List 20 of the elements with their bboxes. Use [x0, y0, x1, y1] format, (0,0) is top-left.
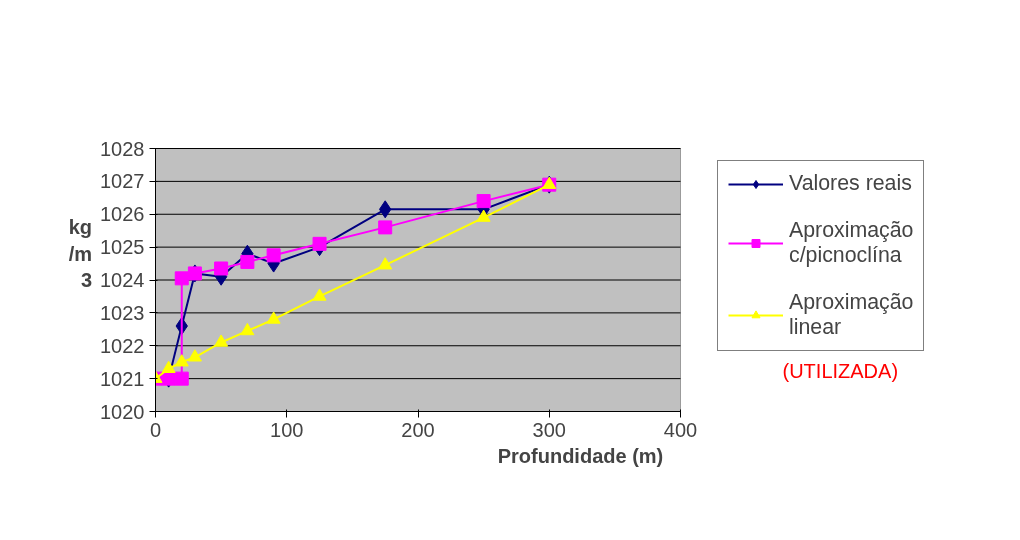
y-tick-label: 1028 [100, 137, 145, 160]
legend-label: Aproximação c/picnoclína [789, 218, 914, 268]
y-axis-title: kg/m3 [68, 216, 93, 291]
legend-label: Aproximação linear [789, 290, 914, 340]
text: (UTILIZADA) [782, 359, 899, 382]
x-axis-title: Profundidade (m) [497, 444, 664, 467]
x-tick-label: 200 [401, 418, 435, 441]
y-tick-label: 1027 [100, 170, 145, 193]
y-tick-label: 1023 [100, 301, 145, 324]
y-tick-label: 1026 [100, 203, 145, 226]
x-tick-label: 400 [663, 418, 698, 441]
y-tick-label: 1025 [100, 236, 145, 259]
y-tick-label: 1022 [100, 334, 145, 357]
x-tick-label: 0 [149, 418, 162, 441]
x-tick-label: 100 [270, 418, 304, 441]
legend-label: Valores reais [789, 171, 912, 196]
x-tick-label: 300 [532, 418, 566, 441]
y-tick-label: 1020 [100, 400, 145, 423]
y-tick-label: 1021 [100, 367, 145, 390]
y-tick-label: 1024 [100, 269, 145, 291]
